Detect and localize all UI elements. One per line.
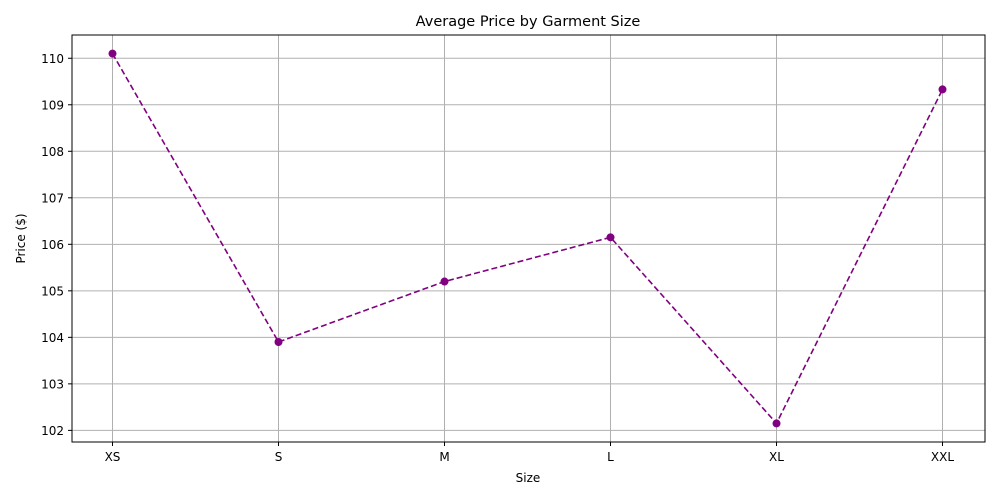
x-axis-ticks: XS S M L XL XXL (105, 442, 954, 464)
y-tick-label: 107 (41, 191, 64, 205)
x-tick-label: XS (105, 450, 121, 464)
y-axis-label: Price ($) (14, 213, 28, 263)
y-tick-label: 108 (41, 145, 64, 159)
y-tick-label: 105 (41, 284, 64, 298)
x-tick-label: XL (769, 450, 784, 464)
grid-lines (72, 35, 985, 442)
data-point (440, 277, 449, 286)
y-axis-ticks: 102 103 104 105 106 107 108 109 110 (41, 52, 72, 438)
data-point (938, 85, 947, 94)
data-point (772, 419, 781, 428)
y-tick-label: 104 (41, 331, 64, 345)
axes (71, 34, 986, 443)
x-axis-label: Size (516, 471, 541, 485)
data-point (606, 233, 615, 242)
y-tick-label: 106 (41, 238, 64, 252)
x-tick-label: L (607, 450, 614, 464)
chart-title: Average Price by Garment Size (416, 14, 641, 30)
plot-frame (71, 34, 986, 443)
data-point (108, 49, 117, 58)
y-tick-label: 109 (41, 98, 64, 112)
y-tick-label: 103 (41, 377, 64, 391)
y-tick-label: 102 (41, 424, 64, 438)
data-point (274, 337, 283, 346)
x-tick-label: M (439, 450, 449, 464)
y-tick-label: 110 (41, 52, 64, 66)
series-line (111, 53, 944, 425)
x-tick-label: XXL (931, 450, 954, 464)
series-layer (108, 49, 947, 428)
x-tick-label: S (275, 450, 283, 464)
